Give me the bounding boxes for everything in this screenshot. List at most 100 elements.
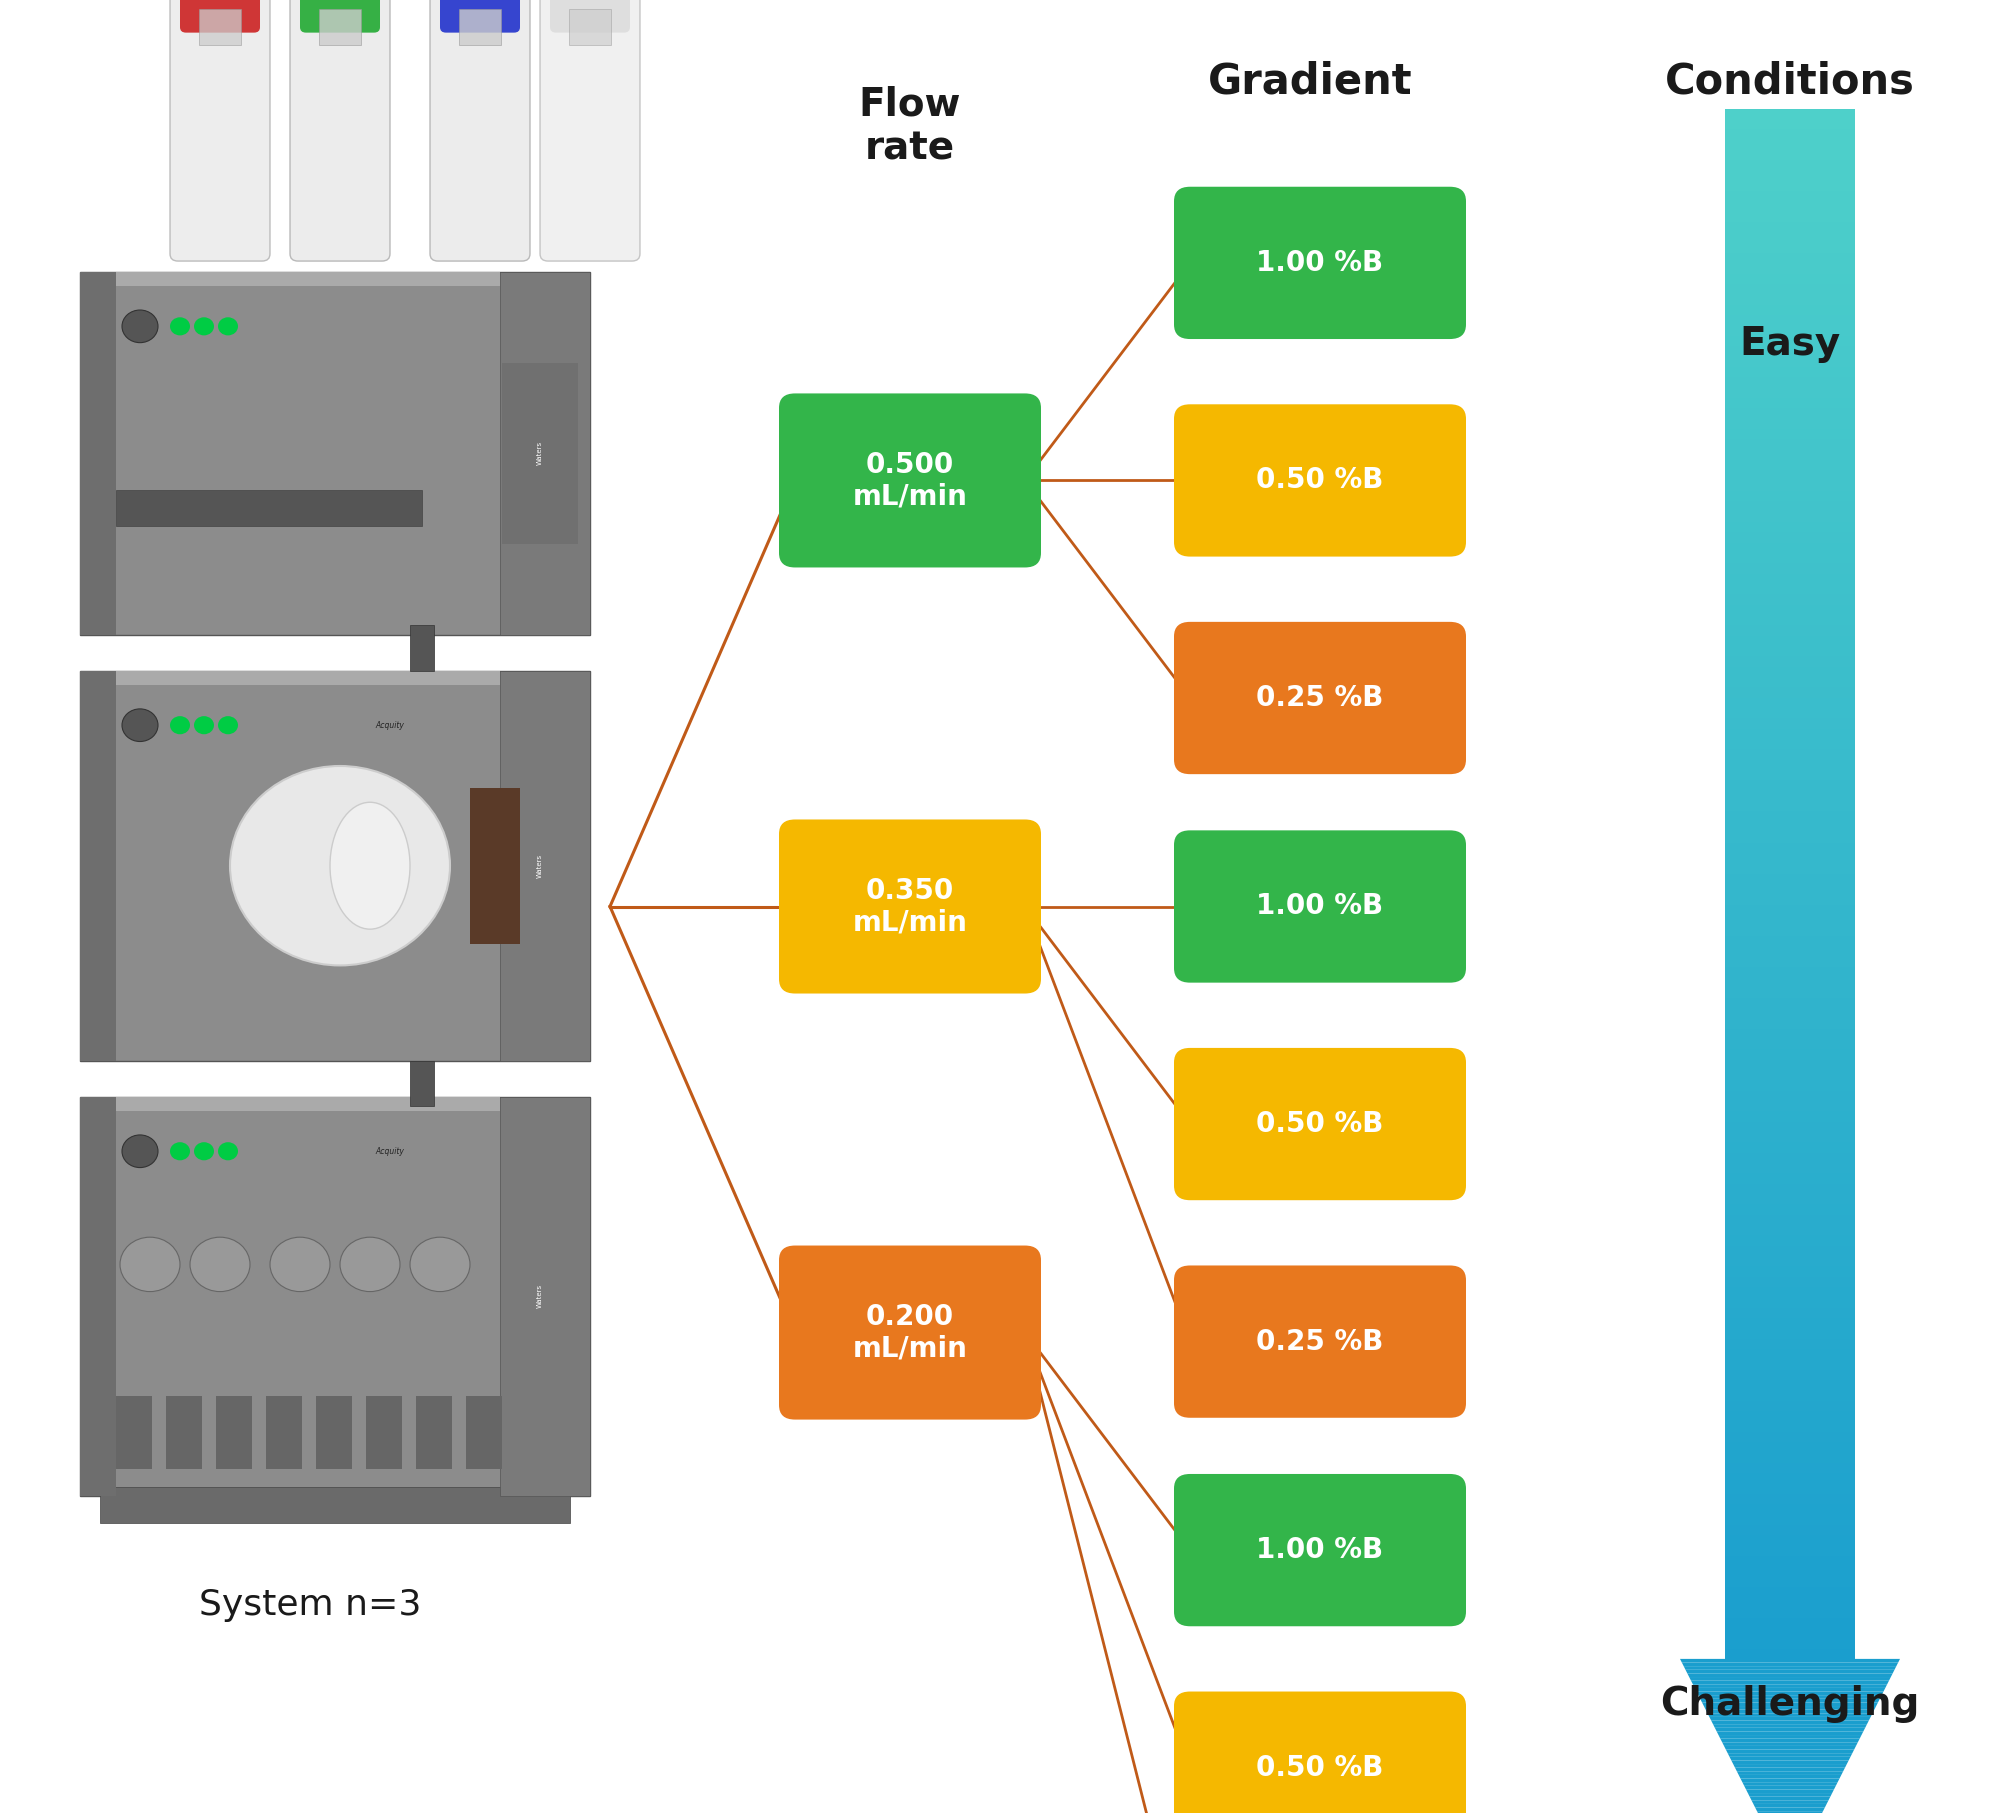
FancyBboxPatch shape bbox=[1174, 1692, 1466, 1813]
Text: 0.25 %B: 0.25 %B bbox=[1256, 1327, 1384, 1356]
Polygon shape bbox=[1700, 1699, 1880, 1702]
Bar bbox=[1724, 771, 1856, 781]
Polygon shape bbox=[1724, 1746, 1856, 1750]
Bar bbox=[1724, 1556, 1856, 1566]
Bar bbox=[200, 9, 242, 45]
Bar bbox=[1724, 1059, 1856, 1070]
Circle shape bbox=[122, 709, 158, 742]
Text: 0.350
mL/min: 0.350 mL/min bbox=[852, 877, 968, 936]
Bar bbox=[1724, 645, 1856, 656]
Bar bbox=[1724, 1008, 1856, 1019]
Bar bbox=[1724, 366, 1856, 377]
Bar bbox=[1724, 1483, 1856, 1494]
Text: 0.25 %B: 0.25 %B bbox=[1256, 684, 1384, 713]
Bar bbox=[1724, 480, 1856, 491]
Bar bbox=[1724, 1566, 1856, 1575]
Text: Waters: Waters bbox=[536, 441, 542, 466]
Bar bbox=[1724, 1401, 1856, 1411]
Polygon shape bbox=[1698, 1695, 1882, 1699]
FancyBboxPatch shape bbox=[1174, 404, 1466, 557]
Bar bbox=[1724, 243, 1856, 254]
Bar bbox=[1724, 977, 1856, 988]
Bar bbox=[1724, 1298, 1856, 1307]
Polygon shape bbox=[1738, 1775, 1842, 1779]
FancyBboxPatch shape bbox=[440, 0, 520, 33]
Bar bbox=[1724, 419, 1856, 430]
Bar bbox=[1724, 564, 1856, 573]
Bar bbox=[166, 1396, 202, 1469]
Bar bbox=[1724, 150, 1856, 161]
Bar bbox=[1724, 1391, 1856, 1401]
Bar bbox=[1724, 1019, 1856, 1028]
Bar bbox=[470, 787, 520, 943]
Bar bbox=[116, 1097, 500, 1111]
Bar bbox=[1724, 625, 1856, 636]
Polygon shape bbox=[1740, 1779, 1840, 1782]
Bar bbox=[466, 1396, 502, 1469]
Bar bbox=[1724, 461, 1856, 470]
Bar bbox=[1724, 1039, 1856, 1050]
Polygon shape bbox=[1704, 1706, 1876, 1710]
FancyBboxPatch shape bbox=[550, 0, 630, 33]
Bar bbox=[1724, 1441, 1856, 1452]
Bar bbox=[80, 1097, 116, 1496]
Bar bbox=[1724, 1452, 1856, 1463]
Bar bbox=[1724, 326, 1856, 335]
Bar bbox=[316, 1396, 352, 1469]
Bar bbox=[1724, 936, 1856, 946]
FancyBboxPatch shape bbox=[780, 1246, 1040, 1420]
Bar bbox=[1724, 1070, 1856, 1081]
Bar bbox=[1724, 254, 1856, 263]
Text: 0.500
mL/min: 0.500 mL/min bbox=[852, 451, 968, 509]
Text: 1.00 %B: 1.00 %B bbox=[1256, 892, 1384, 921]
Bar bbox=[1724, 1329, 1856, 1338]
Polygon shape bbox=[1756, 1808, 1824, 1811]
Bar bbox=[320, 9, 360, 45]
Bar bbox=[1724, 1111, 1856, 1122]
Polygon shape bbox=[1718, 1735, 1862, 1739]
Polygon shape bbox=[1696, 1692, 1884, 1695]
Bar bbox=[1724, 615, 1856, 625]
FancyBboxPatch shape bbox=[780, 393, 1040, 567]
Bar bbox=[1724, 1226, 1856, 1235]
Bar bbox=[1724, 1246, 1856, 1256]
Circle shape bbox=[218, 317, 238, 335]
Bar bbox=[1724, 181, 1856, 192]
Bar bbox=[1724, 1131, 1856, 1142]
FancyBboxPatch shape bbox=[300, 0, 380, 33]
Polygon shape bbox=[1694, 1688, 1886, 1692]
Bar bbox=[1724, 1204, 1856, 1215]
Bar bbox=[1724, 698, 1856, 709]
Bar bbox=[1724, 192, 1856, 201]
Bar bbox=[1724, 729, 1856, 740]
Bar bbox=[1724, 285, 1856, 296]
Polygon shape bbox=[1748, 1793, 1832, 1797]
Bar bbox=[1724, 1369, 1856, 1380]
Polygon shape bbox=[1736, 1768, 1844, 1771]
Bar bbox=[1724, 687, 1856, 698]
Bar bbox=[500, 272, 590, 635]
Bar bbox=[500, 1097, 590, 1496]
Circle shape bbox=[230, 765, 450, 965]
Text: System n=3: System n=3 bbox=[198, 1588, 422, 1621]
Bar bbox=[1724, 1648, 1856, 1659]
Polygon shape bbox=[1730, 1757, 1850, 1760]
Bar bbox=[500, 671, 590, 1061]
Bar bbox=[1724, 584, 1856, 595]
Circle shape bbox=[340, 1236, 400, 1291]
Polygon shape bbox=[1710, 1717, 1870, 1721]
Bar bbox=[1724, 997, 1856, 1008]
Bar bbox=[1724, 801, 1856, 812]
Text: Waters: Waters bbox=[536, 1284, 542, 1309]
Bar bbox=[1724, 1575, 1856, 1586]
Bar bbox=[1724, 533, 1856, 542]
Circle shape bbox=[194, 1142, 214, 1160]
Bar bbox=[1724, 863, 1856, 874]
Bar bbox=[80, 272, 116, 635]
Bar bbox=[1724, 140, 1856, 150]
Polygon shape bbox=[1712, 1721, 1868, 1724]
Polygon shape bbox=[1706, 1710, 1874, 1713]
Polygon shape bbox=[1734, 1764, 1846, 1768]
Polygon shape bbox=[1720, 1739, 1860, 1742]
Bar bbox=[1724, 874, 1856, 885]
